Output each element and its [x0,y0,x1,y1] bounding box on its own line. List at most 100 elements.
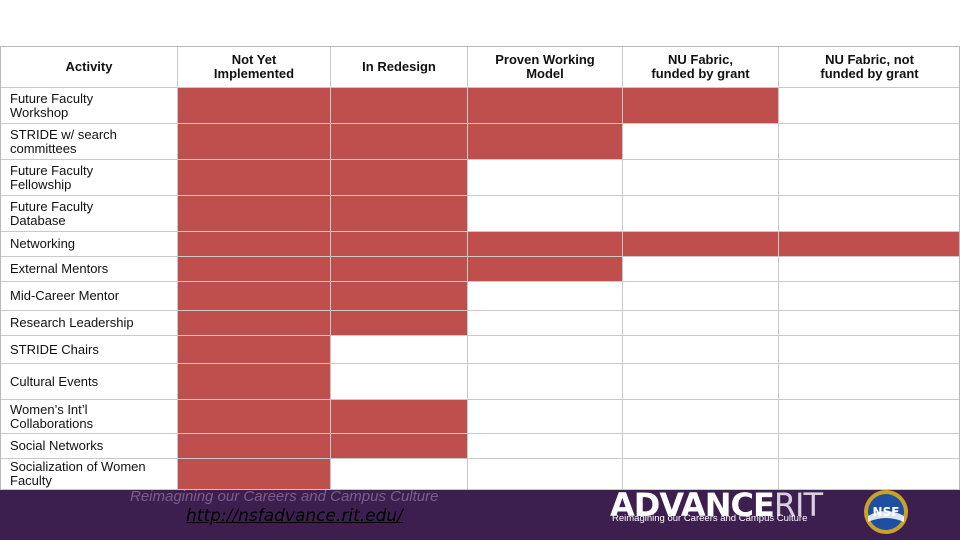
table-row: STRIDE Chairs [0,335,960,364]
status-cell-filled [177,256,331,282]
status-cell-empty [622,433,779,459]
status-cell-empty [622,256,779,282]
status-cell-empty [622,281,779,311]
status-cell-filled [330,123,468,160]
status-cell-empty [622,159,779,196]
status-cell-empty [467,335,623,364]
activity-label: Future Faculty Database [0,195,178,232]
status-cell-empty [778,458,960,490]
status-cell-filled [330,433,468,459]
status-cell-filled [467,256,623,282]
status-cell-empty [467,399,623,434]
status-cell-filled [177,310,331,336]
status-cell-filled [330,195,468,232]
status-cell-empty [622,458,779,490]
status-cell-empty [778,281,960,311]
status-cell-filled [177,231,331,257]
status-cell-filled [330,281,468,311]
status-cell-filled [330,231,468,257]
table-row: Networking [0,231,960,257]
status-cell-filled [177,433,331,459]
status-cell-filled [177,399,331,434]
activity-label: Social Networks [0,433,178,459]
table-row: Future Faculty Workshop [0,87,960,124]
status-cell-filled [330,256,468,282]
status-cell-filled [177,458,331,490]
table-row: Future Faculty Fellowship [0,159,960,196]
status-cell-empty [467,195,623,232]
status-cell-empty [467,458,623,490]
table-header-row: Activity Not Yet Implemented In Redesign… [0,46,960,88]
activity-label: Research Leadership [0,310,178,336]
status-cell-filled [177,335,331,364]
activity-label: STRIDE w/ search committees [0,123,178,160]
status-cell-filled [177,281,331,311]
status-cell-filled [330,159,468,196]
header-proven-working-model: Proven Working Model [467,46,623,88]
status-cell-empty [467,433,623,459]
status-cell-filled [330,310,468,336]
status-cell-empty [467,159,623,196]
activity-label: Socialization of Women Faculty [0,458,178,490]
status-cell-empty [778,399,960,434]
activity-label: Mid-Career Mentor [0,281,178,311]
header-not-yet-implemented: Not Yet Implemented [177,46,331,88]
activity-label: External Mentors [0,256,178,282]
table-row: Cultural Events [0,363,960,400]
status-cell-empty [622,123,779,160]
activity-label: Networking [0,231,178,257]
header-nu-fabric-funded: NU Fabric, funded by grant [622,46,779,88]
status-cell-filled [622,87,779,124]
status-cell-filled [778,231,960,257]
status-cell-filled [177,363,331,400]
nsf-label: NSF [873,505,900,519]
status-cell-filled [330,399,468,434]
table-row: Social Networks [0,433,960,459]
table-row: Women’s Int’l Collaborations [0,399,960,434]
status-table: Activity Not Yet Implemented In Redesign… [0,46,960,490]
nsf-logo: NSF [864,490,908,534]
logo-subtitle: Reimagining our Careers and Campus Cultu… [612,513,808,524]
activity-label: Future Faculty Fellowship [0,159,178,196]
table-row: Mid-Career Mentor [0,281,960,311]
table-body: Future Faculty Workshop STRIDE w/ search … [0,87,960,490]
status-cell-filled [622,231,779,257]
status-cell-empty [467,310,623,336]
table-row: Future Faculty Database [0,195,960,232]
status-cell-filled [177,195,331,232]
website-link[interactable]: http://nsfadvance.rit.edu/ [186,506,403,526]
status-cell-empty [330,363,468,400]
status-cell-empty [622,363,779,400]
footer-tagline: Reimagining our Careers and Campus Cultu… [130,488,439,505]
header-activity: Activity [0,46,178,88]
status-cell-filled [177,87,331,124]
table-row: Research Leadership [0,310,960,336]
status-cell-empty [778,256,960,282]
status-cell-filled [177,123,331,160]
footer-band: Reimagining our Careers and Campus Cultu… [0,486,960,540]
status-cell-empty [622,195,779,232]
status-cell-filled [330,87,468,124]
activity-label: STRIDE Chairs [0,335,178,364]
status-cell-empty [778,363,960,400]
status-cell-empty [330,458,468,490]
table-row: Socialization of Women Faculty [0,458,960,490]
header-nu-fabric-not-funded: NU Fabric, not funded by grant [778,46,960,88]
activity-label: Future Faculty Workshop [0,87,178,124]
header-in-redesign: In Redesign [330,46,468,88]
activity-label: Cultural Events [0,363,178,400]
status-cell-empty [778,195,960,232]
status-cell-empty [622,310,779,336]
status-cell-empty [778,159,960,196]
status-cell-empty [622,399,779,434]
status-cell-filled [467,123,623,160]
status-cell-empty [330,335,468,364]
status-cell-filled [467,231,623,257]
status-cell-empty [467,281,623,311]
status-cell-filled [467,87,623,124]
status-cell-empty [622,335,779,364]
logo-wordmark: ADVANCERIT [610,486,823,524]
status-cell-filled [177,159,331,196]
status-cell-empty [467,363,623,400]
